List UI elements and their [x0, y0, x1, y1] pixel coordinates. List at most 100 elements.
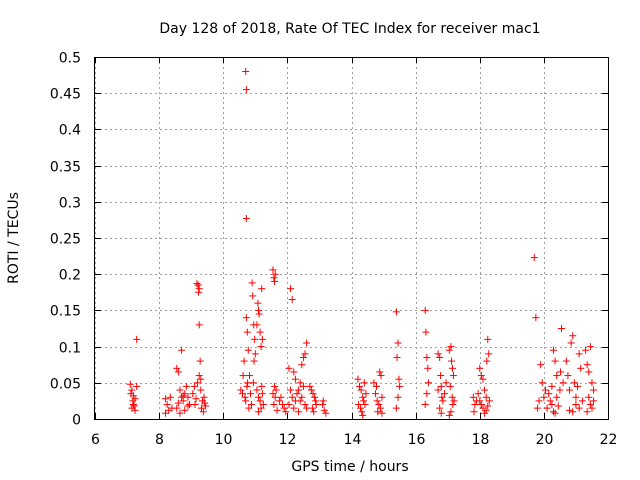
- data-point: [299, 353, 307, 361]
- data-point: [484, 335, 492, 343]
- data-point: [298, 361, 306, 369]
- data-point: [239, 372, 247, 380]
- data-point: [195, 321, 203, 329]
- y-tick-label: 0.4: [59, 123, 81, 139]
- data-point: [178, 393, 186, 401]
- data-point: [280, 404, 288, 412]
- data-point: [174, 399, 182, 407]
- data-point: [258, 335, 266, 343]
- data-point: [551, 357, 559, 365]
- data-point: [551, 409, 559, 417]
- data-point: [546, 397, 554, 405]
- data-point: [246, 372, 254, 380]
- data-point: [439, 397, 447, 405]
- data-point: [392, 404, 400, 412]
- data-point: [269, 390, 277, 398]
- data-point: [470, 408, 478, 416]
- data-point: [485, 350, 493, 358]
- data-point: [575, 404, 583, 412]
- data-point: [548, 382, 556, 390]
- data-point: [569, 332, 577, 340]
- data-point: [247, 401, 255, 409]
- data-point: [373, 382, 381, 390]
- data-point: [202, 402, 210, 410]
- data-point: [374, 408, 382, 416]
- data-point: [423, 353, 431, 361]
- x-tick-label: 20: [536, 432, 554, 448]
- data-point: [285, 401, 293, 409]
- data-point: [309, 390, 317, 398]
- data-point: [243, 328, 251, 336]
- data-point: [322, 409, 330, 417]
- data-point: [290, 368, 298, 376]
- data-point: [481, 409, 489, 417]
- data-point: [184, 402, 192, 410]
- y-tick-label: 0: [72, 413, 81, 429]
- axis-ticks: [95, 57, 609, 420]
- data-point: [255, 306, 263, 314]
- data-point: [577, 364, 585, 372]
- data-point: [567, 339, 575, 347]
- data-point: [358, 408, 366, 416]
- x-tick-label: 12: [279, 432, 297, 448]
- data-point: [249, 292, 257, 300]
- x-axis-label: GPS time / hours: [291, 459, 408, 475]
- data-point: [182, 382, 190, 390]
- data-point: [301, 401, 309, 409]
- data-point: [288, 393, 296, 401]
- data-point: [310, 408, 318, 416]
- data-point: [312, 401, 320, 409]
- data-point: [163, 401, 171, 409]
- data-point: [362, 390, 370, 398]
- data-point: [575, 350, 583, 358]
- data-point: [130, 402, 138, 410]
- data-point: [133, 335, 141, 343]
- data-point: [442, 379, 450, 387]
- x-tick-label: 22: [600, 432, 618, 448]
- data-point: [253, 321, 261, 329]
- data-point: [445, 411, 453, 419]
- data-point: [373, 397, 381, 405]
- data-point: [174, 368, 182, 376]
- data-point: [162, 409, 170, 417]
- data-point: [249, 379, 257, 387]
- x-tick-label: 8: [155, 432, 164, 448]
- data-point: [479, 375, 487, 383]
- data-point: [306, 382, 314, 390]
- data-point: [194, 281, 202, 289]
- data-point: [392, 308, 400, 316]
- data-point: [570, 379, 578, 387]
- data-point: [586, 401, 594, 409]
- data-point: [370, 379, 378, 387]
- data-point: [572, 401, 580, 409]
- data-point: [237, 386, 245, 394]
- data-point: [245, 404, 253, 412]
- data-point: [554, 402, 562, 410]
- data-point: [189, 390, 197, 398]
- data-point: [437, 372, 445, 380]
- data-point: [129, 401, 137, 409]
- data-point: [481, 386, 489, 394]
- data-point: [195, 372, 203, 380]
- data-point: [181, 406, 189, 414]
- data-point: [476, 364, 484, 372]
- data-point: [448, 393, 456, 401]
- data-point: [540, 393, 548, 401]
- x-tick-label: 14: [344, 432, 362, 448]
- data-point: [359, 411, 367, 419]
- data-point: [440, 390, 448, 398]
- data-point: [356, 382, 364, 390]
- data-point: [200, 393, 208, 401]
- data-point: [299, 382, 307, 390]
- data-point: [258, 285, 266, 293]
- data-point: [585, 368, 593, 376]
- data-point: [275, 397, 283, 405]
- data-point: [199, 408, 207, 416]
- data-point: [566, 386, 574, 394]
- data-point: [241, 393, 249, 401]
- data-point: [378, 393, 386, 401]
- data-point: [438, 393, 446, 401]
- data-point: [282, 408, 290, 416]
- data-point: [256, 328, 264, 336]
- data-point: [557, 368, 565, 376]
